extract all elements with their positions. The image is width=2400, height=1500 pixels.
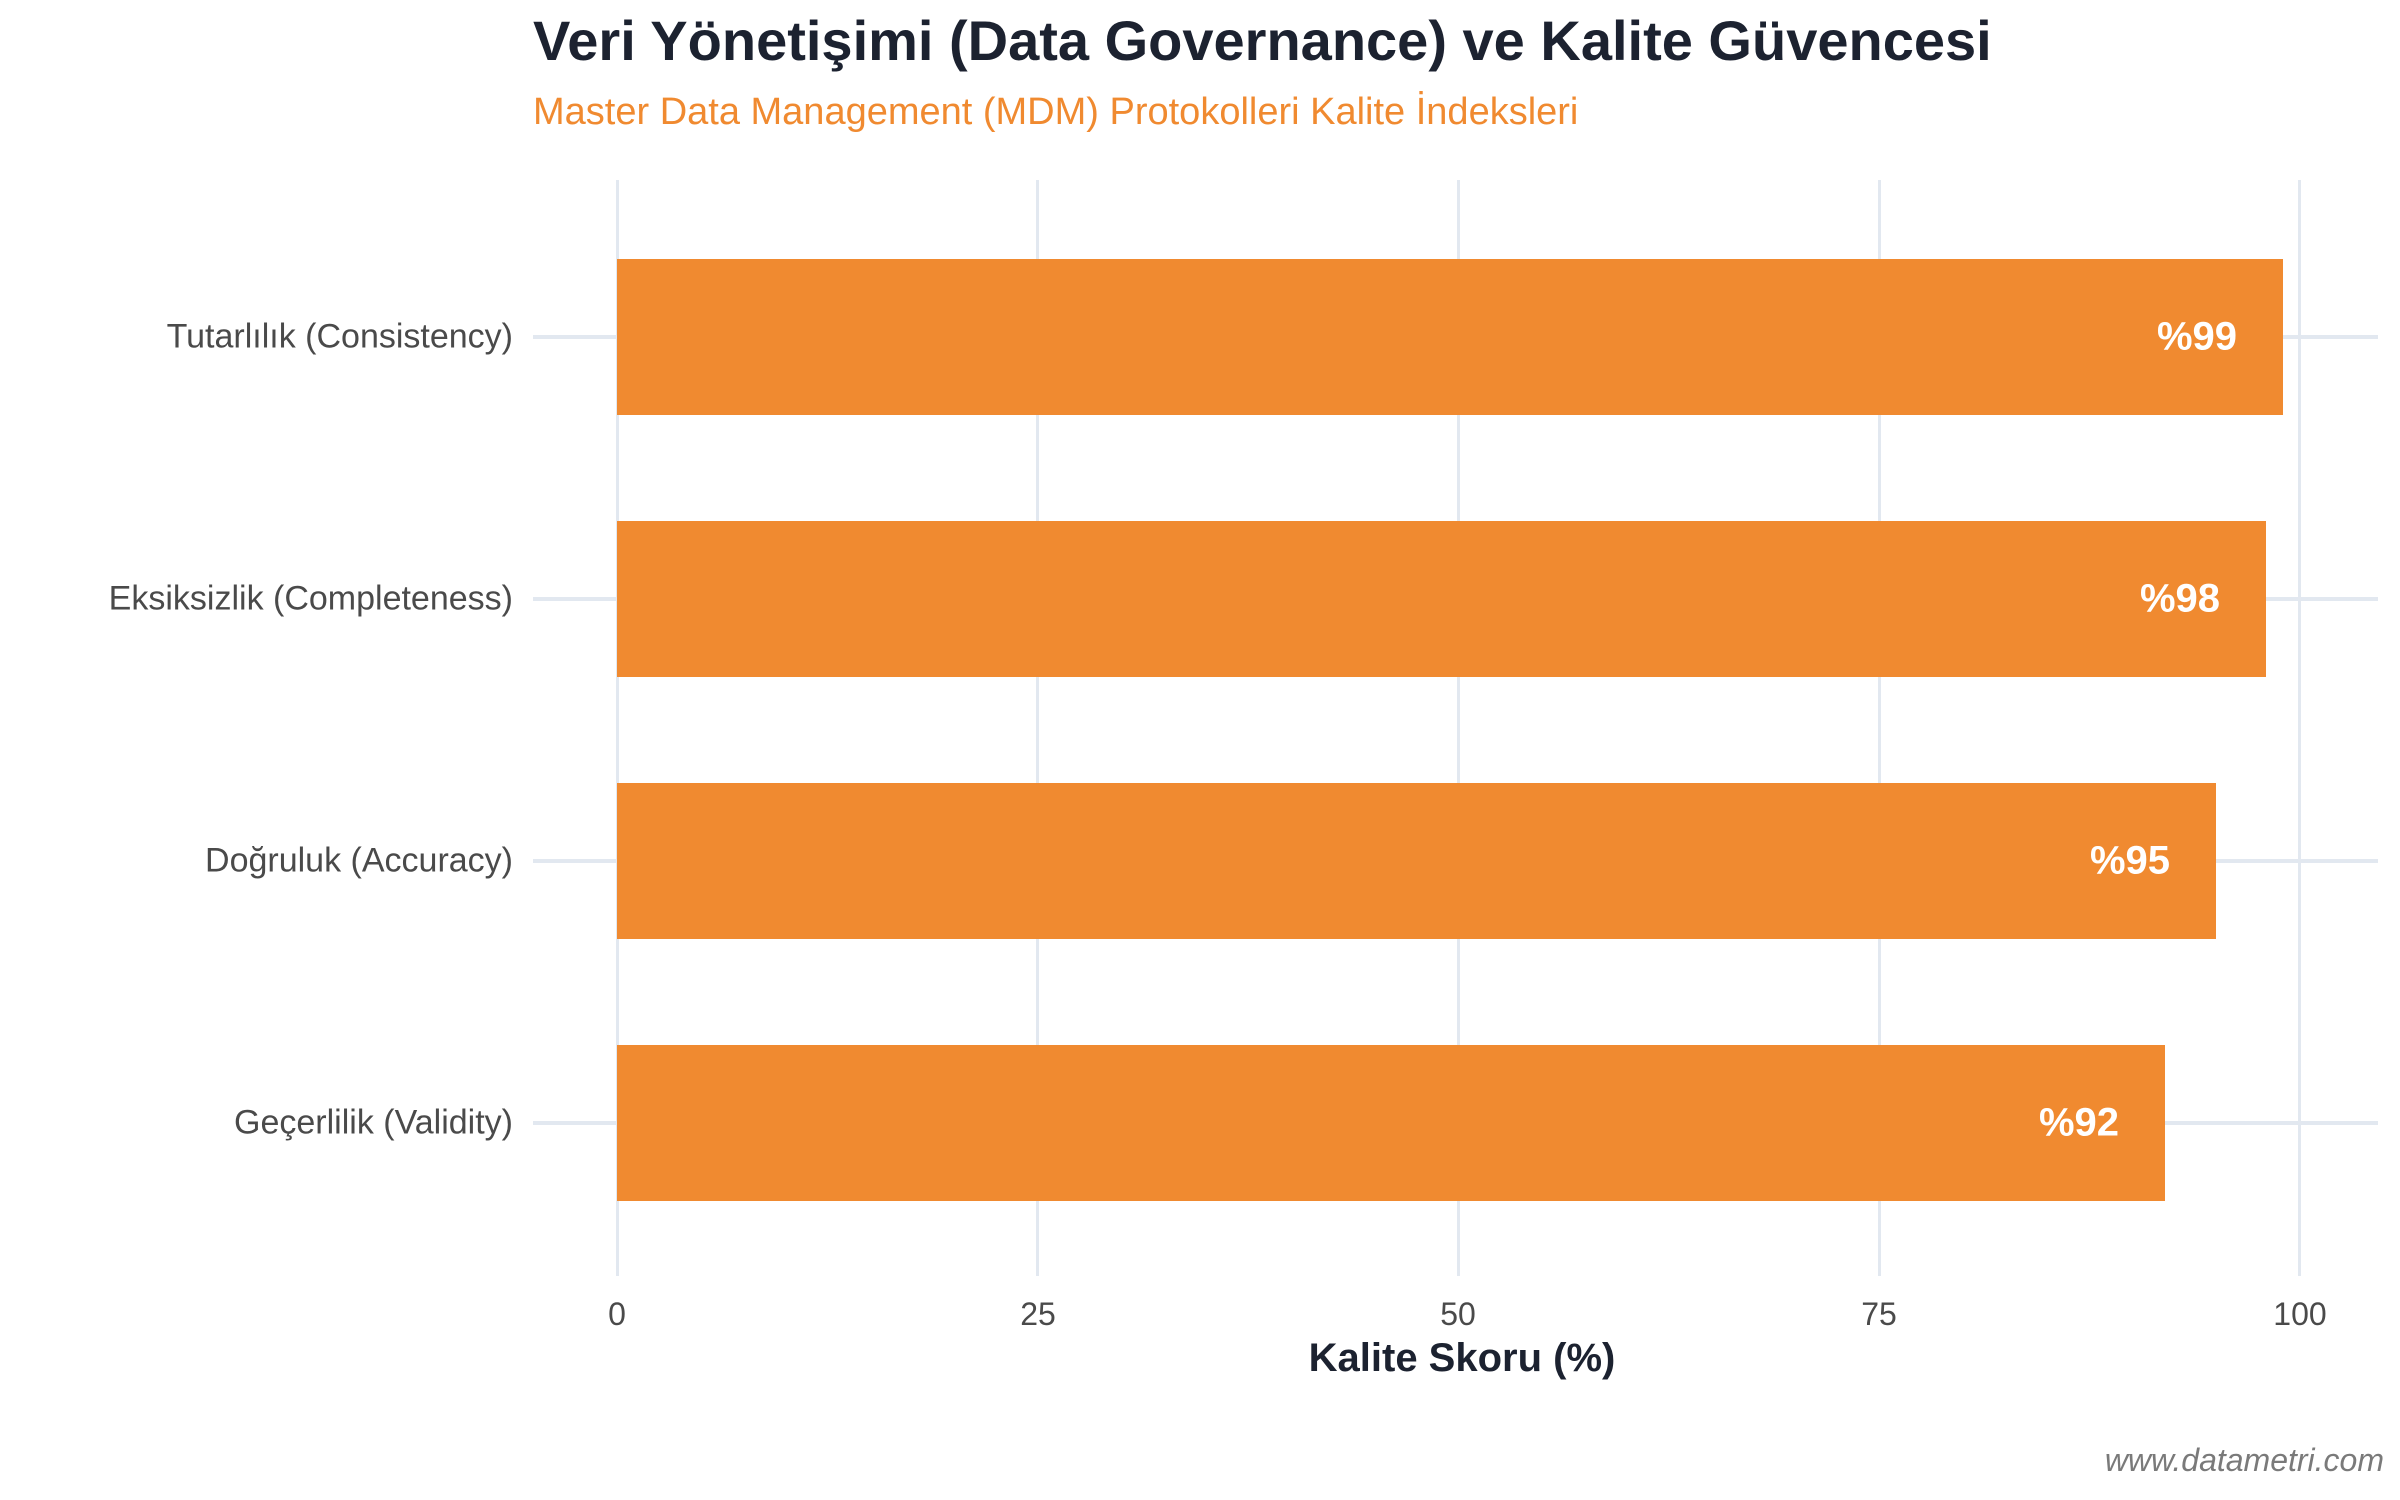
bar-completeness[interactable]: %98 [617,521,2266,677]
bar-accuracy[interactable]: %95 [617,783,2216,939]
y-axis-label-consistency: Tutarlılık (Consistency) [166,317,513,356]
bar-value-label: %95 [2089,838,2170,883]
chart-subtitle: Master Data Management (MDM) Protokoller… [533,91,1579,133]
bar-value-label: %98 [2139,576,2220,621]
x-tick-0: 0 [608,1296,626,1332]
y-axis-label-accuracy: Doğruluk (Accuracy) [205,841,513,880]
x-tick-50: 50 [1440,1296,1476,1332]
x-tick-100: 100 [2273,1296,2327,1332]
source-caption: www.datametri.com [2104,1442,2384,1478]
gridline-x-25 [1036,180,1039,1276]
gridline-x-75 [1878,180,1881,1276]
gridline-x-50 [1457,180,1460,1276]
gridline-x-100 [2298,180,2301,1276]
bar-value-label: %99 [2156,314,2237,359]
bar-validity[interactable]: %92 [617,1045,2165,1201]
bar-consistency[interactable]: %99 [617,259,2283,415]
x-tick-25: 25 [1020,1296,1056,1332]
chart-title: Veri Yönetişimi (Data Governance) ve Kal… [533,9,1992,72]
gridline-x-0 [616,180,619,1276]
x-axis-title: Kalite Skoru (%) [1308,1336,1616,1380]
bar-value-label: %92 [2038,1100,2119,1145]
x-tick-75: 75 [1861,1296,1897,1332]
y-axis-label-completeness: Eksiksizlik (Completeness) [108,579,513,618]
y-axis-label-validity: Geçerlilik (Validity) [234,1103,513,1142]
